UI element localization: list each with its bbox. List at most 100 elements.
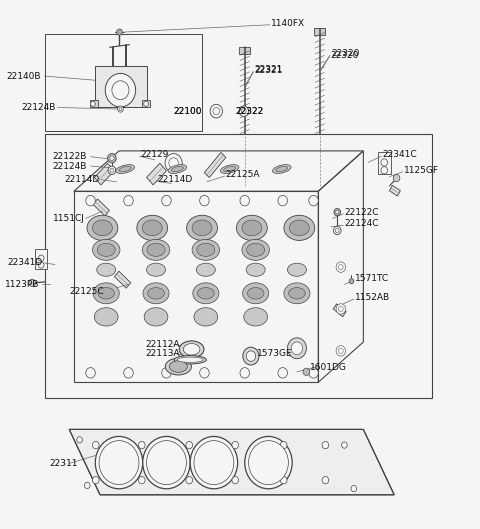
Polygon shape: [389, 185, 400, 196]
Ellipse shape: [177, 357, 203, 362]
Circle shape: [334, 226, 341, 235]
Circle shape: [288, 338, 306, 359]
Circle shape: [336, 229, 339, 233]
Circle shape: [190, 436, 238, 489]
Polygon shape: [333, 304, 346, 317]
Circle shape: [243, 347, 259, 365]
Ellipse shape: [273, 165, 291, 174]
Circle shape: [165, 153, 182, 172]
Circle shape: [169, 158, 179, 168]
Circle shape: [349, 279, 354, 284]
Ellipse shape: [148, 288, 164, 299]
Circle shape: [381, 159, 387, 166]
Circle shape: [99, 441, 139, 485]
Circle shape: [93, 477, 99, 484]
Ellipse shape: [242, 240, 269, 260]
Circle shape: [334, 208, 341, 216]
Circle shape: [303, 368, 310, 376]
Polygon shape: [93, 199, 109, 216]
Circle shape: [29, 279, 36, 287]
Ellipse shape: [284, 283, 310, 304]
Polygon shape: [74, 191, 318, 382]
Ellipse shape: [143, 283, 169, 304]
Polygon shape: [96, 66, 147, 107]
Circle shape: [338, 264, 343, 270]
Text: 22112A: 22112A: [145, 340, 180, 349]
Ellipse shape: [93, 220, 112, 236]
Text: 22321: 22321: [254, 65, 283, 74]
Circle shape: [351, 486, 357, 491]
Circle shape: [322, 477, 329, 484]
Bar: [239, 47, 251, 53]
Ellipse shape: [93, 283, 119, 304]
Circle shape: [240, 368, 250, 378]
Text: 22320: 22320: [330, 51, 359, 60]
Circle shape: [278, 368, 288, 378]
Ellipse shape: [224, 166, 236, 172]
Circle shape: [210, 104, 222, 118]
Text: 22113A: 22113A: [145, 349, 180, 358]
Ellipse shape: [288, 288, 305, 299]
Text: 22322: 22322: [235, 107, 264, 116]
Ellipse shape: [116, 165, 134, 174]
Ellipse shape: [96, 263, 116, 276]
Circle shape: [143, 436, 190, 489]
Circle shape: [232, 441, 239, 449]
Ellipse shape: [192, 220, 212, 236]
Ellipse shape: [179, 341, 204, 358]
Circle shape: [393, 175, 400, 182]
Ellipse shape: [187, 215, 217, 240]
Circle shape: [84, 482, 90, 489]
Circle shape: [338, 306, 343, 312]
Bar: [46, 34, 202, 131]
Ellipse shape: [169, 361, 187, 372]
Circle shape: [336, 345, 346, 356]
Ellipse shape: [247, 243, 264, 257]
Ellipse shape: [137, 215, 168, 240]
Polygon shape: [142, 99, 150, 107]
Text: 22124B: 22124B: [22, 103, 56, 112]
Text: 22125C: 22125C: [69, 287, 104, 296]
Circle shape: [144, 101, 148, 106]
Ellipse shape: [144, 308, 168, 326]
Ellipse shape: [98, 288, 115, 299]
Ellipse shape: [246, 263, 265, 276]
Circle shape: [241, 108, 246, 114]
Circle shape: [280, 477, 287, 484]
Text: 22140B: 22140B: [7, 71, 41, 80]
Text: 22322: 22322: [235, 107, 264, 116]
Ellipse shape: [93, 240, 120, 260]
Polygon shape: [114, 271, 131, 288]
Ellipse shape: [192, 240, 219, 260]
Text: 22341C: 22341C: [383, 150, 417, 159]
Circle shape: [162, 368, 171, 378]
Circle shape: [77, 437, 83, 443]
Circle shape: [336, 304, 346, 314]
Text: 1123PB: 1123PB: [5, 280, 39, 289]
Text: 1151CJ: 1151CJ: [53, 214, 84, 223]
Circle shape: [124, 368, 133, 378]
Bar: [46, 134, 432, 398]
Circle shape: [322, 441, 329, 449]
Ellipse shape: [146, 263, 166, 276]
Text: 22320: 22320: [331, 49, 360, 58]
Ellipse shape: [183, 343, 200, 355]
Circle shape: [118, 106, 123, 112]
Circle shape: [381, 167, 387, 174]
Circle shape: [309, 368, 318, 378]
Ellipse shape: [220, 165, 239, 174]
Ellipse shape: [174, 355, 206, 364]
Circle shape: [108, 153, 116, 163]
Ellipse shape: [197, 243, 215, 257]
Polygon shape: [69, 430, 394, 495]
Circle shape: [246, 351, 256, 361]
Text: 22100: 22100: [174, 107, 202, 116]
Ellipse shape: [87, 215, 118, 240]
Circle shape: [162, 195, 171, 206]
Text: 22341D: 22341D: [8, 259, 43, 268]
Circle shape: [138, 441, 145, 449]
Circle shape: [108, 166, 116, 175]
Text: 1573GE: 1573GE: [257, 349, 292, 358]
Circle shape: [110, 168, 114, 172]
Ellipse shape: [237, 215, 267, 240]
